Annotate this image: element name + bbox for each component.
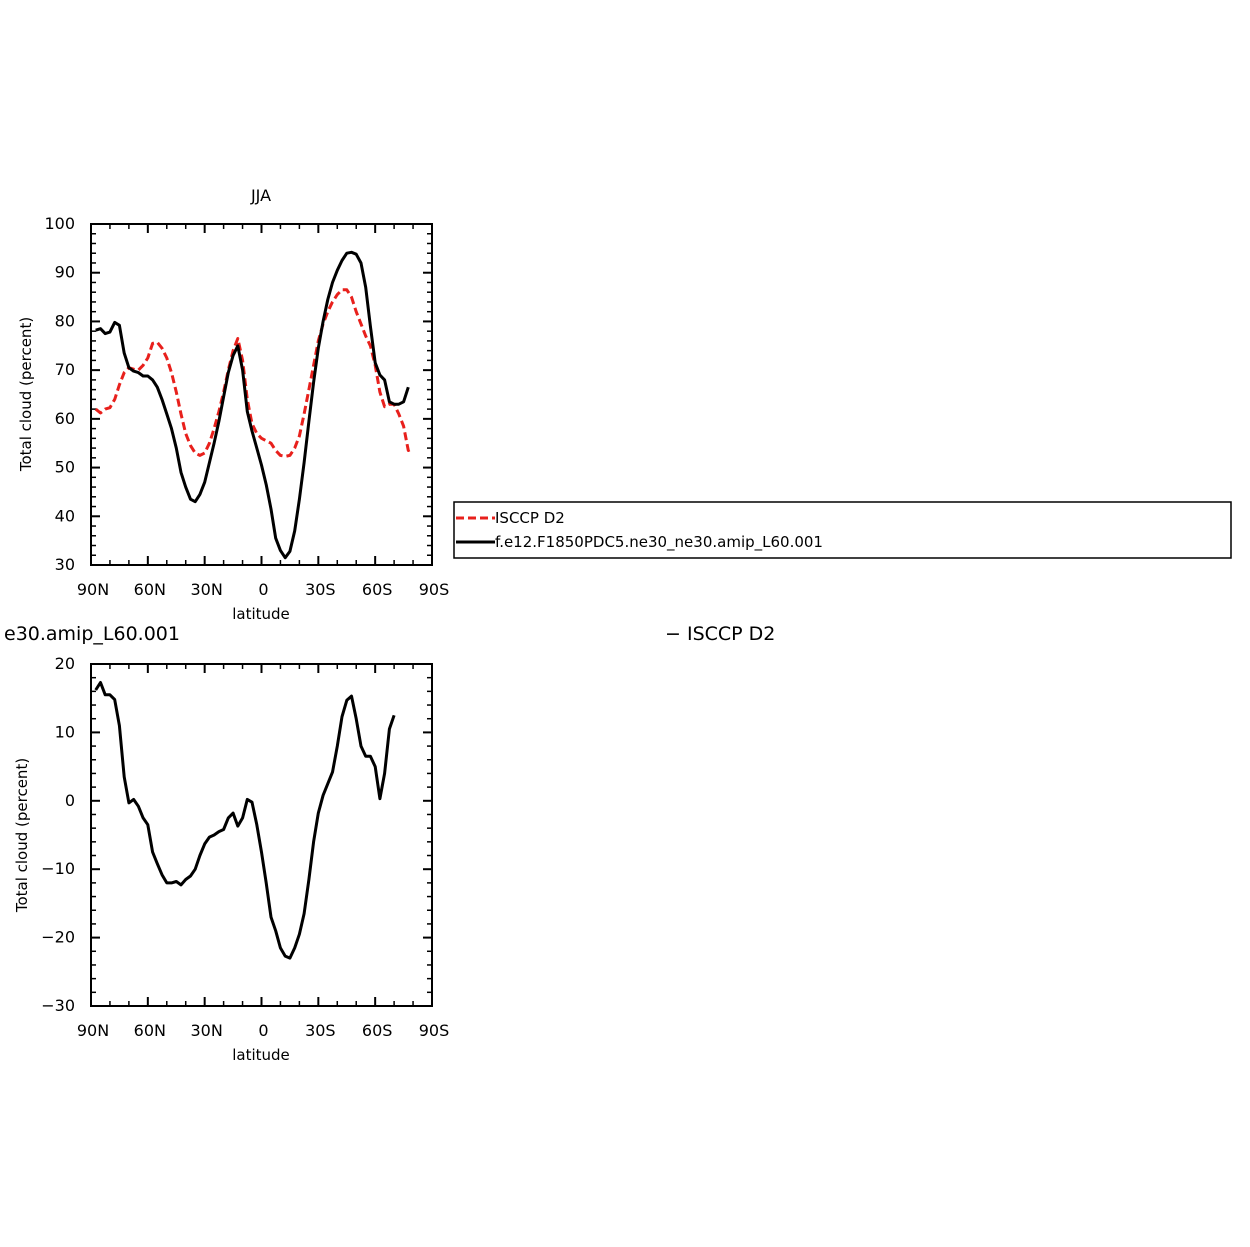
y-tick-label: 40 bbox=[55, 506, 75, 525]
chart-bottom-ticks bbox=[90, 663, 433, 1007]
chart-bottom-x-axis-label: latitude bbox=[232, 1046, 290, 1064]
legend-label-isccp: ISCCP D2 bbox=[495, 509, 565, 527]
y-tick-label: 100 bbox=[44, 214, 75, 233]
chart-top-ticks bbox=[90, 223, 433, 566]
y-tick-label: 20 bbox=[55, 654, 75, 673]
series-line-model bbox=[94, 681, 396, 960]
chart-bottom-frame bbox=[90, 663, 433, 1007]
chart-bottom-series bbox=[94, 681, 396, 960]
y-tick-label: 30 bbox=[55, 555, 75, 574]
x-tick-label: 90S bbox=[419, 1021, 450, 1040]
x-tick-label: 30N bbox=[191, 580, 223, 599]
x-tick-label: 60N bbox=[134, 580, 166, 599]
y-tick-label: 0 bbox=[65, 791, 75, 810]
series-line-model bbox=[95, 250, 410, 560]
y-tick-label: 90 bbox=[55, 263, 75, 282]
y-tick-label: 10 bbox=[55, 722, 75, 741]
y-tick-label: −30 bbox=[41, 996, 75, 1015]
y-tick-label: −20 bbox=[41, 928, 75, 947]
y-tick-label: −10 bbox=[41, 859, 75, 878]
x-tick-label: 0 bbox=[258, 580, 268, 599]
chart-top-series bbox=[94, 250, 414, 560]
x-tick-label: 90S bbox=[419, 580, 450, 599]
chart-title-jja: JJA bbox=[250, 186, 271, 205]
chart-title-difference-left: e30.amip_L60.001 bbox=[4, 623, 180, 645]
chart-top-tick-labels: 30 40 50 60 70 80 90 100 90N 60N 30N 0 30S 60S 90S bbox=[44, 214, 449, 599]
x-tick-label: 90N bbox=[77, 580, 109, 599]
x-tick-label: 0 bbox=[258, 1021, 268, 1040]
y-tick-label: 70 bbox=[55, 360, 75, 379]
series-line-isccp bbox=[94, 288, 414, 458]
y-tick-label: 60 bbox=[55, 409, 75, 428]
x-tick-label: 60N bbox=[134, 1021, 166, 1040]
chart-title-difference-right: − ISCCP D2 bbox=[665, 623, 775, 645]
x-tick-label: 60S bbox=[362, 1021, 393, 1040]
chart-top-x-axis-label: latitude bbox=[232, 605, 290, 623]
x-tick-label: 30S bbox=[305, 580, 336, 599]
chart-top-frame bbox=[90, 223, 433, 566]
chart-bottom-y-axis-label: Total cloud (percent) bbox=[13, 758, 31, 913]
legend-label-model: f.e12.F1850PDC5.ne30_ne30.amip_L60.001 bbox=[495, 533, 823, 552]
legend-box bbox=[453, 501, 1232, 559]
chart-top-jja: JJA 30 40 50 60 70 80 90 100 90N 60N 30N 0 30S 60S 90S… bbox=[17, 186, 449, 623]
x-tick-label: 30S bbox=[305, 1021, 336, 1040]
y-tick-label: 80 bbox=[55, 311, 75, 330]
chart-bottom-difference: e30.amip_L60.001 − ISCCP D2 −30 −20 −10 0 10… bbox=[4, 623, 775, 1064]
x-tick-label: 60S bbox=[362, 580, 393, 599]
x-tick-label: 30N bbox=[191, 1021, 223, 1040]
legend: ISCCP D2 f.e12.F1850PDC5.ne30_ne30.amip_… bbox=[453, 501, 1232, 559]
chart-top-y-axis-label: Total cloud (percent) bbox=[17, 317, 35, 472]
y-tick-label: 50 bbox=[55, 458, 75, 477]
chart-bottom-tick-labels: −30 −20 −10 0 10 20 90N 60N 30N 0 30S 60S 90S bbox=[41, 654, 449, 1040]
x-tick-label: 90N bbox=[77, 1021, 109, 1040]
